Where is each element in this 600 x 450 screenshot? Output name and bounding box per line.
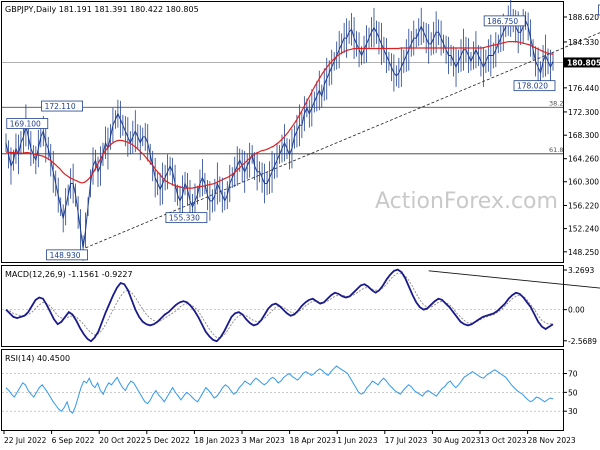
price-y-tick-label: 184.330 [568, 38, 599, 47]
fib-level-label: 38.2 [549, 99, 563, 107]
macd-panel-frame [1, 265, 564, 347]
fib-level-label: 61.8 [549, 146, 563, 154]
annotation-label: 186.750 [487, 17, 518, 26]
rsi-y-tick-label: 50 [568, 388, 578, 397]
rsi-layer [5, 365, 554, 414]
annotation-label: 169.100 [10, 120, 41, 129]
x-tick-label: 28 Nov 2023 [528, 436, 576, 445]
macd-y-tick-label: 3.2693 [568, 266, 594, 275]
last-price-box [564, 57, 600, 68]
rsi-label: RSI(14) 40.4500 [5, 354, 70, 363]
annotation-label: 178.020 [517, 82, 548, 91]
annotation-box [483, 15, 526, 27]
price-y-tick-label: 188.620 [568, 13, 599, 22]
price-y-tick-label: 152.240 [568, 225, 599, 234]
x-tick-label: 22 Jul 2022 [4, 436, 47, 445]
annotation-box [46, 249, 88, 261]
x-tick-label: 20 Oct 2022 [99, 436, 146, 445]
macd-label: MACD(12,26,9) -1.1561 -0.9227 [5, 270, 133, 279]
macd-layer [5, 268, 600, 343]
rsi-line [5, 365, 554, 414]
macd-signal-line [5, 272, 554, 338]
annotation-box [41, 100, 83, 112]
price-y-tick-label: 168.300 [568, 131, 599, 140]
watermark: ActionForex.com [375, 189, 558, 214]
x-tick-label: 3 Mar 2023 [242, 436, 285, 445]
macd-y-tick-label: 0.00 [568, 306, 585, 315]
moving-average-line [6, 40, 554, 189]
rsi-y-tick-label: 30 [568, 407, 578, 416]
annotation-label: 155.330 [169, 214, 200, 223]
x-tick-label: 5 Dec 2022 [147, 436, 190, 445]
macd-line [5, 268, 554, 343]
price-y-tick-label: 164.260 [568, 155, 599, 164]
macd-trendline [428, 270, 600, 289]
rsi-y-tick-label: 70 [568, 370, 578, 379]
price-y-tick-label: 172.300 [568, 108, 599, 117]
last-price-label: 180.805 [567, 58, 600, 67]
annotation-box [598, 4, 600, 16]
annotation-box [6, 118, 49, 129]
price-layer: 169.100 172.110 148.930 155.330 186.750 178.0… [5, 0, 600, 261]
price-y-tick-label: 156.220 [568, 201, 599, 210]
annotation-box [513, 80, 556, 92]
price-y-tick-label: 176.440 [568, 84, 599, 93]
annotation-label: 148.930 [50, 251, 81, 260]
x-tick-label: 13 Oct 2023 [480, 436, 527, 445]
chart-header: GBPJPY,Daily 181.191 181.391 180.422 180… [5, 5, 199, 14]
price-y-tick-label: 148.250 [568, 248, 599, 257]
macd-y-tick-label: -2.5689 [568, 337, 597, 346]
x-tick-label: 18 Jan 2023 [194, 436, 239, 445]
x-tick-label: 18 Apr 2023 [290, 436, 337, 445]
x-tick-label: 6 Sep 2022 [52, 436, 95, 445]
rsi-panel-frame [1, 349, 564, 431]
price-panel-frame [1, 1, 564, 263]
annotation-label: 172.110 [45, 102, 76, 111]
x-tick-label: 17 Jul 2023 [385, 436, 428, 445]
x-tick-label: 1 Jun 2023 [337, 436, 378, 445]
price-y-tick-label: 160.300 [568, 178, 599, 187]
annotation-box [165, 212, 208, 224]
axis-layer: 188.620 184.330 180.805 176.440 172.300 168.3… [3, 13, 600, 445]
x-tick-label: 30 Aug 2023 [432, 436, 480, 445]
